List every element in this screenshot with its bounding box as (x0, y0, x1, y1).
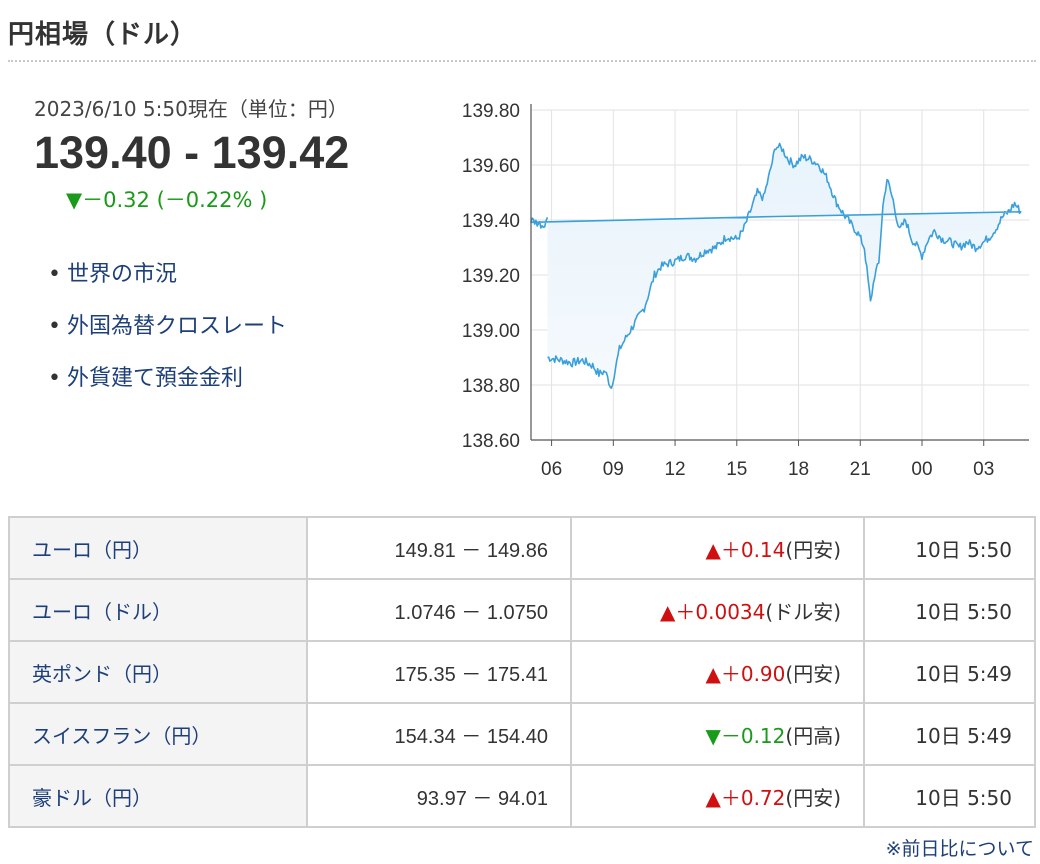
rate-name-cell: 豪ドル（円） (8, 764, 308, 828)
y-tick-label: 139.00 (462, 321, 520, 342)
bullet-icon: • (48, 366, 61, 391)
rate-row: スイスフラン（円） 154.34 － 154.40 ▼－0.12(円高) 10日 5:… (8, 702, 1036, 766)
rate-row: 豪ドル（円） 93.97 － 94.01 ▲＋0.72(円安) 10日 5:50 (8, 764, 1036, 828)
rate-bidask: 93.97 － 94.01 (306, 764, 572, 828)
rate-change-note: (円安) (785, 785, 841, 810)
rate-change-note: (円高) (785, 723, 841, 748)
chart-svg: 139.80 139.60 139.40 139.20 139.00 138.80 138.… (462, 101, 1029, 480)
rate-bidask: 1.0746 － 1.0750 (306, 578, 572, 642)
x-tick-label: 09 (603, 459, 624, 480)
rate-change: ▲＋0.72 (705, 785, 786, 810)
x-tick-label: 15 (726, 459, 747, 480)
y-tick-label: 139.20 (462, 266, 520, 287)
link-world-markets[interactable]: 世界の市況 (66, 262, 177, 287)
rate-change-cell: ▼－0.12(円高) (570, 702, 865, 766)
y-tick-label: 139.60 (462, 156, 520, 177)
rate-change-note: (円安) (785, 537, 841, 562)
rate-time: 10日 5:50 (863, 516, 1036, 580)
y-tick-label: 138.60 (462, 431, 520, 452)
rate-bidask: 154.34 － 154.40 (306, 702, 572, 766)
rate-change-cell: ▲＋0.90(円安) (570, 640, 865, 704)
link-item: • 外貨建て預金金利 (48, 362, 287, 414)
rate-change-cell: ▲＋0.14(円安) (570, 516, 865, 580)
rate-bidask: 149.81 － 149.86 (306, 516, 572, 580)
rate-time: 10日 5:49 (863, 702, 1036, 766)
rate-pair-link[interactable]: ユーロ（円） (32, 537, 152, 562)
rate-change: ▲＋0.14 (705, 537, 786, 562)
quote-change: ▼－0.32 (－0.22% ) (66, 188, 268, 212)
series-line (530, 142, 1022, 389)
link-item: • 外国為替クロスレート (48, 310, 287, 362)
rate-change-note: (ドル安) (765, 599, 841, 624)
rate-row: ユーロ（ドル） 1.0746 － 1.0750 ▲＋0.0034(ドル安) 10日 5… (8, 578, 1036, 642)
rate-change: ▲＋0.90 (705, 661, 786, 686)
rate-change: ▼－0.12 (705, 723, 786, 748)
link-deposit-rates[interactable]: 外貨建て預金金利 (66, 366, 243, 391)
usd-jpy-chart: 139.80 139.60 139.40 139.20 139.00 138.80 138.… (440, 90, 1040, 490)
x-tick-label: 03 (973, 459, 994, 480)
rate-row: ユーロ（円） 149.81 － 149.86 ▲＋0.14(円安) 10日 5:50 (8, 516, 1036, 580)
bullet-icon: • (48, 262, 61, 287)
quote-price: 139.40 - 139.42 (34, 127, 350, 178)
rate-pair-link[interactable]: 英ポンド（円） (32, 661, 172, 686)
title-divider (8, 60, 1036, 62)
rate-bidask: 175.35 － 175.41 (306, 640, 572, 704)
rate-row: 英ポンド（円） 175.35 － 175.41 ▲＋0.90(円安) 10日 5:49 (8, 640, 1036, 704)
related-links: • 世界の市況 • 外国為替クロスレート • 外貨建て預金金利 (48, 258, 287, 414)
page-title: 円相場（ドル） (8, 20, 198, 50)
link-cross-rates[interactable]: 外国為替クロスレート (66, 314, 287, 339)
link-item: • 世界の市況 (48, 258, 287, 310)
rate-time: 10日 5:49 (863, 640, 1036, 704)
rate-time: 10日 5:50 (863, 578, 1036, 642)
quote-panel: 2023/6/10 5:50現在（単位：円） 139.40 - 139.42 ▼… (34, 93, 434, 214)
rate-name-cell: ユーロ（ドル） (8, 578, 308, 642)
y-tick-label: 139.80 (462, 101, 520, 122)
series-area (531, 143, 1021, 440)
x-tick-label: 00 (911, 459, 932, 480)
rate-change-cell: ▲＋0.72(円安) (570, 764, 865, 828)
x-tick-label: 21 (850, 459, 871, 480)
rate-name-cell: スイスフラン（円） (8, 702, 308, 766)
x-tick-label: 18 (788, 459, 809, 480)
quote-timestamp: 2023/6/10 5:50現在（単位：円） (34, 97, 348, 121)
y-tick-label: 138.80 (462, 376, 520, 397)
rate-pair-link[interactable]: ユーロ（ドル） (32, 599, 172, 624)
rate-pair-link[interactable]: スイスフラン（円） (32, 723, 212, 748)
rate-pair-link[interactable]: 豪ドル（円） (32, 785, 152, 810)
cross-rates-table: ユーロ（円） 149.81 － 149.86 ▲＋0.14(円安) 10日 5:50 ユ… (8, 516, 1036, 828)
x-tick-label: 12 (664, 459, 685, 480)
bullet-icon: • (48, 314, 61, 339)
y-tick-label: 139.40 (462, 211, 520, 232)
x-tick-label: 06 (541, 459, 562, 480)
rate-change-note: (円安) (785, 661, 841, 686)
rate-change-cell: ▲＋0.0034(ドル安) (570, 578, 865, 642)
change-note-link[interactable]: ※前日比について (885, 838, 1034, 860)
rate-name-cell: 英ポンド（円） (8, 640, 308, 704)
rate-change: ▲＋0.0034 (660, 599, 766, 624)
rate-name-cell: ユーロ（円） (8, 516, 308, 580)
rate-time: 10日 5:50 (863, 764, 1036, 828)
